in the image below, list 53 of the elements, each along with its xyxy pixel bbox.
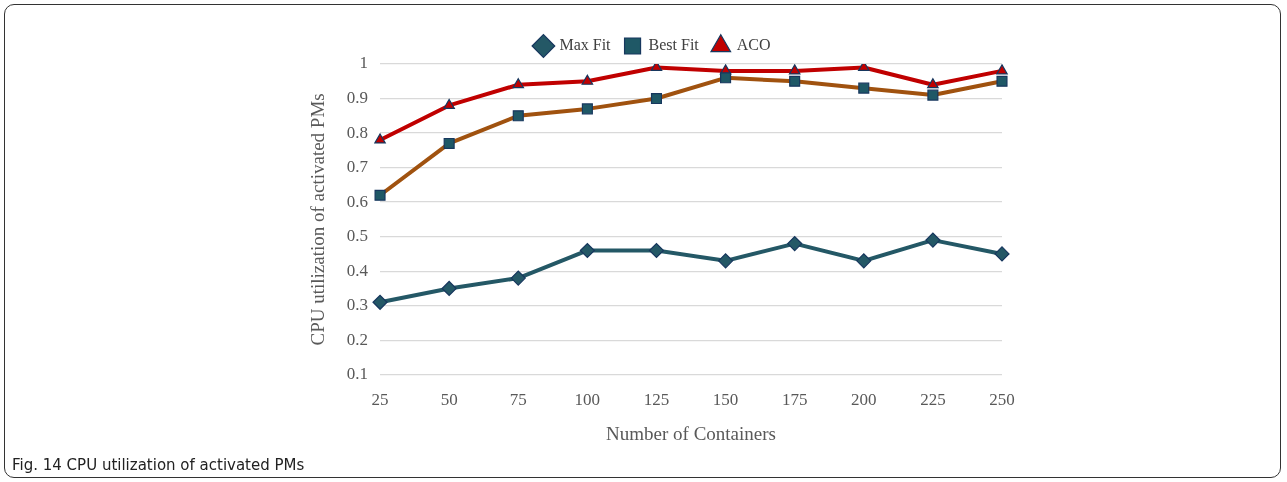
x-tick-label: 175 xyxy=(781,390,808,410)
point xyxy=(372,294,388,310)
y-tick-label: 0.5 xyxy=(346,226,369,246)
point xyxy=(788,64,801,75)
x-tick-label: 50 xyxy=(440,390,458,410)
point xyxy=(512,110,524,122)
point xyxy=(441,280,457,297)
y-tick-label: 1 xyxy=(359,53,369,73)
x-tick-label: 25 xyxy=(371,390,389,410)
point xyxy=(581,103,593,115)
y-tick-label: 0.1 xyxy=(346,364,369,384)
legend-label: Max Fit xyxy=(559,36,612,54)
point xyxy=(443,98,455,110)
point xyxy=(512,78,525,89)
x-axis-title: Number of Containers xyxy=(606,422,776,444)
point xyxy=(856,253,872,269)
point xyxy=(994,246,1010,262)
point xyxy=(720,72,732,84)
point xyxy=(927,89,939,101)
point xyxy=(443,137,455,149)
x-tick-label: 100 xyxy=(574,390,601,410)
point xyxy=(996,64,1008,75)
point xyxy=(581,74,594,85)
point xyxy=(858,82,870,94)
legend-label: Best Fit xyxy=(648,36,700,54)
y-tick-label: 0.8 xyxy=(346,122,369,142)
y-tick-label: 0.3 xyxy=(346,295,369,315)
x-tick-label: 200 xyxy=(851,390,877,410)
point xyxy=(789,75,801,87)
x-tick-label: 125 xyxy=(643,390,670,410)
point xyxy=(579,242,595,259)
legend-label: ACO xyxy=(736,36,771,54)
point xyxy=(927,78,939,89)
y-tick-label: 0.6 xyxy=(346,191,369,211)
y-tick-label: 0.7 xyxy=(346,157,369,177)
caption: Fig. 14 CPU utilization of activated PMs xyxy=(12,456,305,474)
x-tick-label: 225 xyxy=(920,390,946,410)
y-axis-title: CPU utilization of activated PMs xyxy=(307,93,329,346)
point xyxy=(717,253,734,269)
y-tick-label: 0.9 xyxy=(346,88,369,107)
point xyxy=(787,235,803,252)
point xyxy=(648,242,665,259)
x-tick-label: 150 xyxy=(712,390,739,410)
y-tick-label: 0.4 xyxy=(346,260,369,280)
y-tick-label: 0.2 xyxy=(346,329,369,349)
point xyxy=(925,232,941,248)
point xyxy=(374,133,386,144)
point xyxy=(374,189,386,201)
point xyxy=(510,270,526,286)
x-tick-label: 75 xyxy=(509,390,527,410)
point xyxy=(996,75,1008,87)
point xyxy=(650,92,663,105)
x-tick-label: 250 xyxy=(989,390,1015,410)
